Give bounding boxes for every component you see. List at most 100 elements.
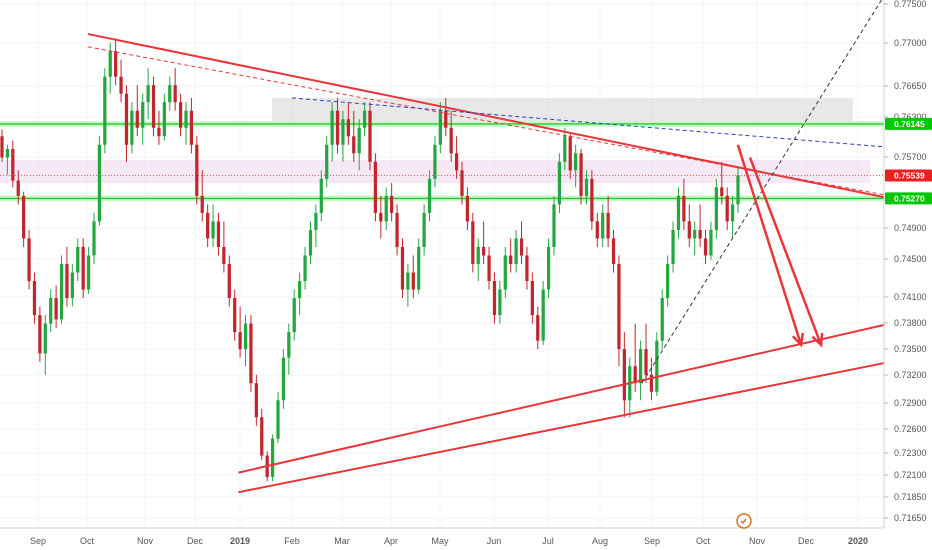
candle-70: [379, 195, 383, 239]
candle-134: [725, 187, 729, 230]
candle-41: [222, 221, 226, 273]
candle-96: [519, 221, 524, 264]
forecast-arrow-1: [736, 144, 805, 348]
candle-7: [38, 306, 42, 362]
candle-78: [422, 204, 426, 256]
candle-46: [249, 315, 253, 392]
svg-text:0.75539: 0.75539: [894, 171, 925, 181]
y-tick-label: 0.74900: [894, 223, 927, 233]
candle-52: [281, 349, 286, 409]
candle-85: [460, 161, 464, 205]
x-tick-label: Nov: [137, 536, 154, 546]
candle-76: [411, 255, 415, 299]
candle-15: [81, 238, 85, 299]
candle-135: [730, 195, 735, 239]
candle-102: [552, 195, 556, 256]
candle-35: [189, 97, 194, 154]
candle-22: [119, 59, 123, 103]
candle-86: [465, 187, 470, 230]
candle-60: [325, 136, 329, 188]
candle-58: [314, 204, 318, 247]
candle-54: [292, 289, 296, 341]
candle-73: [395, 204, 399, 256]
candle-113: [611, 229, 616, 273]
candle-127: [687, 204, 691, 247]
candle-3: [16, 170, 20, 205]
x-tick-label: Oct: [80, 536, 95, 546]
candle-110: [595, 212, 599, 247]
x-tick-label: Jul: [542, 536, 554, 546]
candle-17: [92, 212, 96, 264]
candle-122: [660, 289, 664, 350]
candle-48: [260, 408, 264, 460]
y-tick-label: 0.74500: [894, 254, 927, 264]
candle-84: [454, 136, 459, 179]
x-axis: Sep Oct Nov Dec 2019 Feb Mar Apr May Jun Jul Aug Sep…: [0, 527, 932, 550]
candle-4: [22, 191, 26, 247]
y-tick-label: 0.72900: [894, 398, 927, 408]
drawings: [87, 0, 891, 494]
ascending-support-upper: [238, 322, 891, 474]
candle-77: [417, 238, 421, 294]
candle-57: [308, 221, 313, 264]
candle-14: [76, 238, 80, 282]
candle-67: [362, 102, 367, 137]
ascending-support-lower: [238, 360, 891, 494]
y-tick-label: 0.71650: [894, 513, 927, 523]
candle-39: [211, 204, 215, 247]
svg-text:0.75270: 0.75270: [894, 193, 925, 203]
candle-93: [503, 246, 507, 299]
candle-23: [124, 85, 129, 162]
candle-43: [233, 289, 237, 341]
candle-64: [346, 102, 350, 145]
candle-107: [579, 149, 583, 205]
candle-74: [400, 238, 405, 299]
candle-97: [525, 246, 529, 290]
candle-79: [427, 170, 432, 222]
candle-101: [546, 238, 551, 299]
y-tick-label: 0.73200: [894, 370, 927, 380]
candle-18: [97, 136, 102, 226]
y-tick-label: 0.72600: [894, 424, 927, 434]
candle-121: [655, 332, 659, 396]
candle-31: [168, 76, 172, 111]
candle-108: [584, 170, 589, 205]
x-tick-label: Sep: [644, 536, 660, 546]
x-tick-label: Sep: [30, 536, 46, 546]
candle-133: [720, 161, 724, 205]
price-tags: 0.76145 0.75539 0.75270: [885, 117, 932, 205]
candle-65: [352, 110, 356, 162]
candle-98: [530, 272, 534, 324]
candle-2: [11, 140, 15, 188]
candle-34: [184, 102, 188, 145]
candle-26: [141, 93, 145, 145]
candle-128: [693, 221, 697, 256]
candle-90: [487, 246, 491, 290]
y-tick-label: 0.71850: [894, 492, 927, 502]
candle-99: [536, 306, 540, 350]
candle-11: [59, 255, 64, 324]
candle-106: [574, 144, 578, 188]
blue-dashed-line: [291, 97, 890, 148]
price-tag-0.75539: 0.75539: [885, 169, 932, 182]
candle-100: [541, 281, 545, 345]
x-tick-label: Mar: [334, 536, 350, 546]
x-tick-label: Dec: [798, 536, 815, 546]
y-tick-label: 0.72300: [894, 448, 927, 458]
candle-131: [709, 221, 713, 260]
candle-12: [65, 246, 69, 307]
x-tick-label: Apr: [384, 536, 398, 546]
candle-61: [330, 102, 334, 162]
candle-36: [195, 136, 199, 205]
candle-82: [444, 97, 448, 137]
candle-42: [227, 255, 231, 307]
candle-129: [698, 204, 702, 247]
candle-30: [162, 93, 166, 141]
candle-92: [498, 281, 502, 324]
y-tick-label: 0.77500: [894, 0, 927, 9]
candle-19: [103, 68, 107, 154]
candle-44: [238, 306, 242, 358]
candle-105: [568, 132, 572, 179]
candle-87: [471, 212, 475, 273]
x-tick-label: Dec: [187, 536, 204, 546]
